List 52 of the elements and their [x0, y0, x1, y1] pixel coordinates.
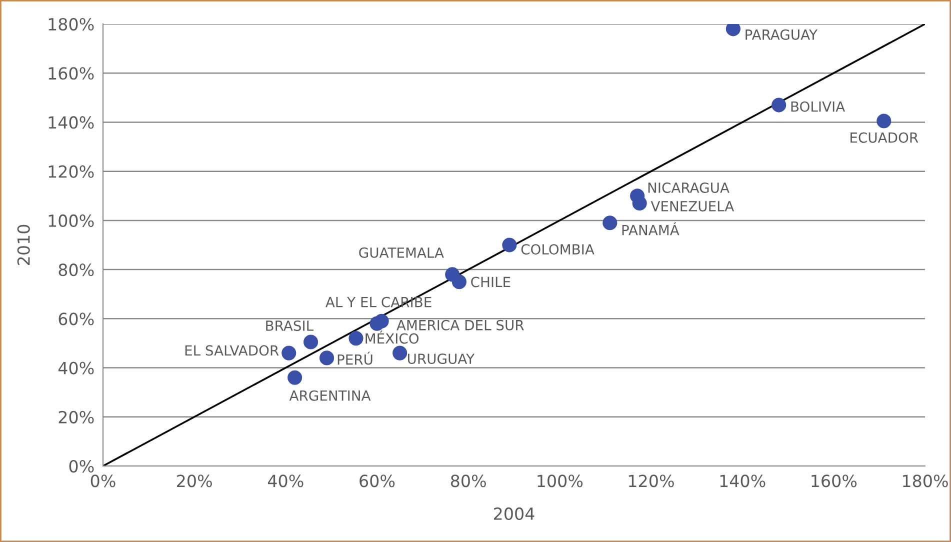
annotation: ARGENTINA — [289, 390, 371, 401]
x-tick-label: 80% — [450, 474, 486, 488]
y-tick-label: 140% — [48, 116, 94, 129]
point — [282, 346, 296, 360]
point — [502, 238, 517, 252]
y-tick-label: 180% — [48, 18, 94, 31]
annotation: URUGUAY — [408, 354, 475, 364]
point — [726, 24, 740, 36]
point — [319, 350, 334, 366]
y-tick-label: 60% — [58, 312, 94, 326]
annotation: CHILE — [471, 276, 510, 288]
point — [452, 274, 466, 290]
point — [370, 316, 384, 331]
annotation: ECUADOR — [850, 132, 918, 143]
annotation: AMERICA DEL SUR — [396, 320, 524, 330]
y-tick-label: 160% — [48, 67, 94, 80]
annotation: VENEZUELA — [650, 201, 734, 212]
annotation: BOLIVIA — [791, 101, 846, 112]
annotation: NICARAGUA — [648, 182, 730, 193]
point — [392, 346, 408, 360]
x-tick-label: 40% — [268, 474, 304, 488]
y-tick-label: 40% — [58, 362, 94, 374]
y-tick-label: 100% — [48, 214, 94, 228]
point — [304, 334, 318, 350]
point — [602, 216, 618, 230]
x-tick-label: 100% — [538, 474, 583, 488]
point — [876, 114, 892, 128]
y-axis-title: 2010 — [17, 224, 30, 265]
annotation: PERÚ — [338, 352, 372, 365]
y-tick-label: 20% — [58, 410, 94, 424]
x-tick-label: 120% — [629, 474, 674, 488]
point — [632, 196, 647, 211]
y-tick-label: 120% — [48, 165, 94, 178]
x-tick-label: 140% — [720, 474, 766, 488]
y-tick-label: 80% — [58, 264, 94, 276]
x-tick-label: 20% — [177, 474, 212, 488]
x-tick-label: 60% — [360, 474, 395, 488]
x-tick-label: 160% — [812, 474, 857, 488]
annotation: COLOMBIA — [521, 244, 594, 255]
point — [288, 370, 302, 385]
y-tick-label: 0% — [69, 460, 94, 473]
x-axis-title: 2004 — [494, 507, 534, 520]
x-tick-label: 180% — [903, 474, 948, 488]
annotation: MÉXICO — [366, 330, 419, 344]
annotation: EL SALVADOR — [185, 345, 279, 356]
annotation: GUATEMALA — [359, 247, 444, 258]
annotation: PANAMÁ — [622, 222, 680, 236]
x-tick-label: 0% — [90, 474, 116, 488]
annotation: PARAGUAY — [746, 29, 818, 40]
annotation: BRASIL — [266, 320, 314, 331]
point — [348, 331, 364, 346]
point — [772, 98, 786, 112]
